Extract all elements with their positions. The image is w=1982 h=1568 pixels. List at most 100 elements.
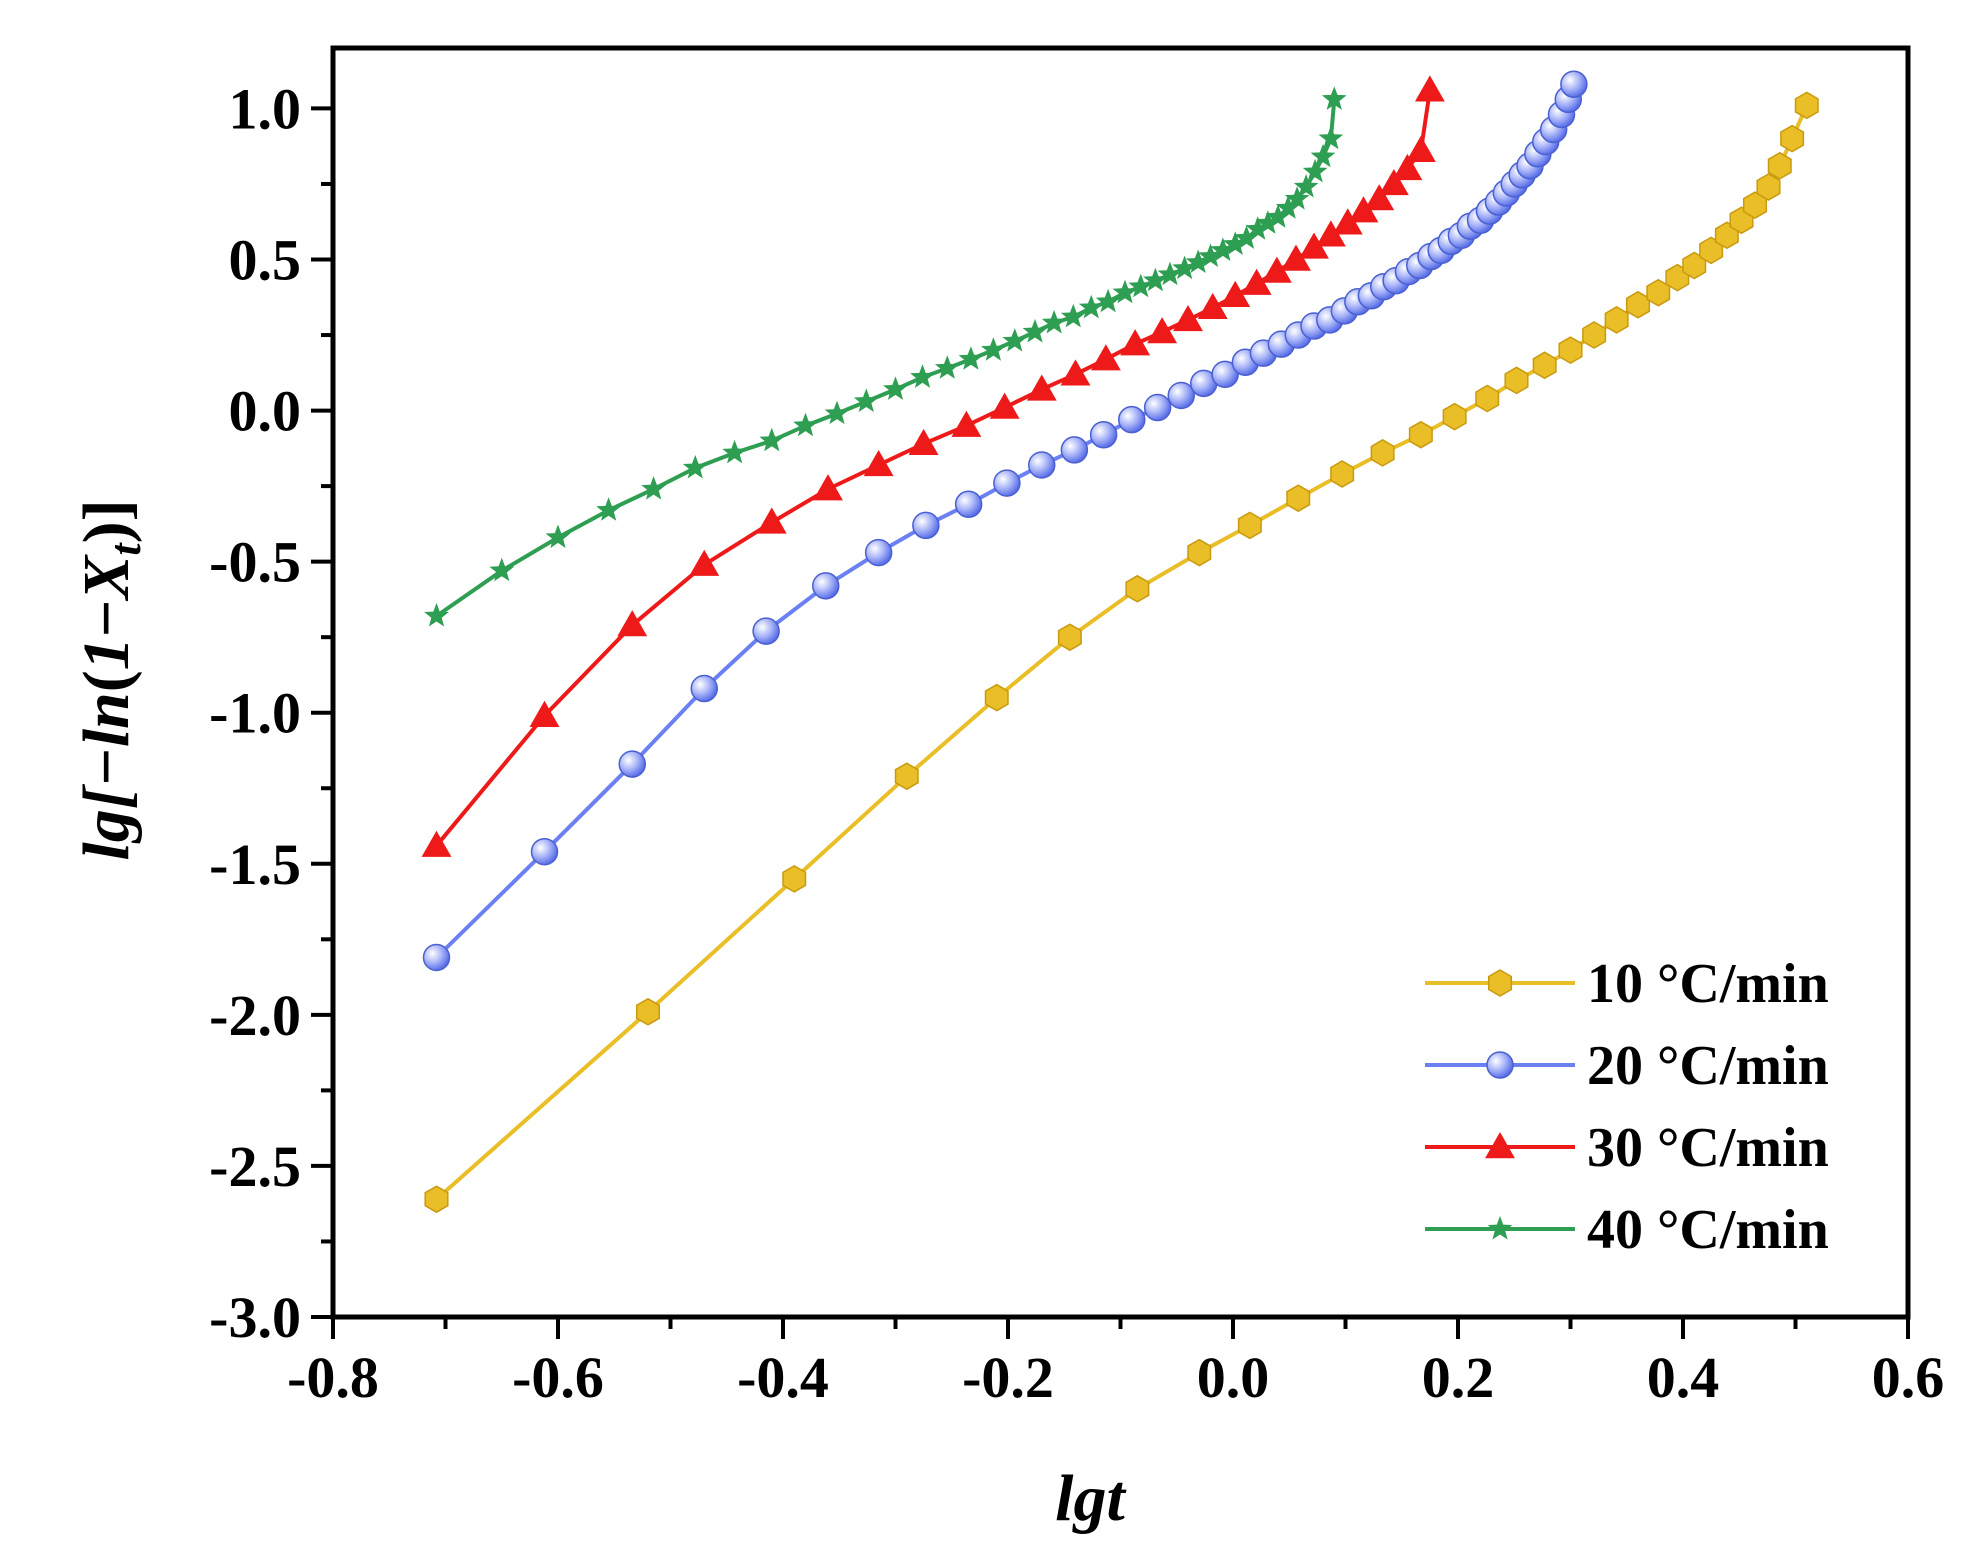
data-point [989, 392, 1020, 419]
y-title-close: )] [70, 499, 143, 543]
series-line [435, 99, 1337, 618]
data-point [1286, 484, 1311, 513]
data-point [864, 538, 893, 567]
data-point [1245, 216, 1271, 240]
data-point [545, 524, 571, 548]
data-point [853, 388, 879, 412]
data-point [1405, 135, 1436, 162]
data-point [1237, 511, 1262, 540]
data-point [824, 400, 850, 425]
legend-marker [1487, 969, 1513, 997]
data-point [1442, 402, 1467, 431]
data-point [1408, 420, 1433, 449]
y-tick-label: 1.0 [229, 76, 302, 141]
legend-label: 20 °C/min [1587, 1035, 1829, 1097]
data-point [1284, 186, 1310, 210]
data-point [618, 750, 646, 778]
x-tick-label: -0.2 [962, 1345, 1054, 1410]
y-title-prefix: lg[− [70, 747, 143, 860]
x-tick-label: -0.4 [737, 1345, 829, 1410]
data-point [954, 490, 983, 518]
data-point [894, 762, 919, 791]
data-point [1089, 420, 1118, 449]
data-point [424, 603, 449, 627]
x-tick-label: -0.6 [512, 1345, 604, 1410]
data-point [1060, 436, 1089, 464]
data-point [1414, 75, 1445, 102]
data-point [489, 557, 515, 582]
data-point [1275, 195, 1301, 219]
data-point [1293, 174, 1319, 198]
legend-label: 10 °C/min [1587, 953, 1829, 1015]
y-title-one: 1 [70, 637, 143, 670]
data-point [1558, 336, 1583, 364]
data-point [1118, 405, 1146, 434]
data-point [1022, 319, 1048, 343]
y-title-minus: − [70, 600, 143, 638]
data-point [981, 337, 1006, 361]
data-point [1560, 70, 1588, 99]
data-point [1157, 261, 1183, 286]
data-point [1060, 359, 1091, 386]
data-point [1198, 243, 1223, 267]
x-tick-label: 0.4 [1647, 1345, 1720, 1410]
data-point [1604, 306, 1629, 334]
data-point [530, 837, 559, 866]
data-point [958, 346, 984, 370]
data-point [1078, 294, 1104, 319]
series-3 [421, 75, 1445, 857]
data-point [993, 469, 1021, 497]
data-point [1187, 538, 1212, 567]
legend-item: 20 °C/min [1425, 1035, 1829, 1097]
data-point [1143, 267, 1168, 292]
data-point [1197, 292, 1228, 320]
data-point [793, 412, 818, 437]
data-point [1364, 184, 1395, 211]
data-point [1167, 381, 1195, 410]
data-point [756, 507, 787, 534]
series-1 [424, 91, 1819, 1214]
data-point [908, 428, 939, 456]
series-line [434, 90, 1432, 847]
data-point [1222, 231, 1248, 255]
data-point [1173, 304, 1203, 332]
data-point [1625, 290, 1651, 319]
data-point [1321, 86, 1347, 110]
data-point [1112, 279, 1138, 304]
data-point [1315, 220, 1346, 247]
y-tick-label: 0.5 [229, 228, 302, 293]
series-layer [421, 70, 1819, 1214]
legend-item: 30 °C/min [1425, 1117, 1829, 1179]
data-point [617, 610, 648, 637]
data-point [1125, 574, 1150, 603]
x-tick-label: 0.2 [1422, 1345, 1495, 1410]
data-point [1220, 280, 1251, 307]
data-point [1780, 124, 1805, 153]
data-point [424, 1185, 449, 1214]
y-tick-label: -1.0 [209, 681, 301, 746]
data-point [635, 997, 661, 1026]
data-point [1392, 153, 1423, 181]
data-point [690, 674, 718, 703]
data-point [1143, 393, 1172, 422]
data-point [813, 474, 843, 501]
data-point [912, 511, 940, 540]
y-title-sub: t [101, 542, 150, 556]
legend: 10 °C/min 20 °C/min 30 °C/min 40 °C/min [1425, 953, 1829, 1261]
data-point [1332, 208, 1363, 235]
data-point [1241, 268, 1272, 295]
data-point [1348, 196, 1379, 223]
legend-marker [1485, 1132, 1515, 1159]
y-title-x: X [70, 554, 143, 602]
data-point [596, 497, 621, 521]
legend-label: 40 °C/min [1587, 1199, 1829, 1261]
y-title-open: ( [70, 670, 143, 692]
data-point [910, 364, 935, 388]
data-point [812, 572, 840, 600]
x-tick-label: -0.8 [287, 1345, 379, 1410]
data-point [951, 410, 982, 437]
y-title-ln: ln [70, 692, 143, 747]
x-tick-label: 0.6 [1872, 1345, 1945, 1410]
legend-item: 10 °C/min [1425, 953, 1829, 1015]
